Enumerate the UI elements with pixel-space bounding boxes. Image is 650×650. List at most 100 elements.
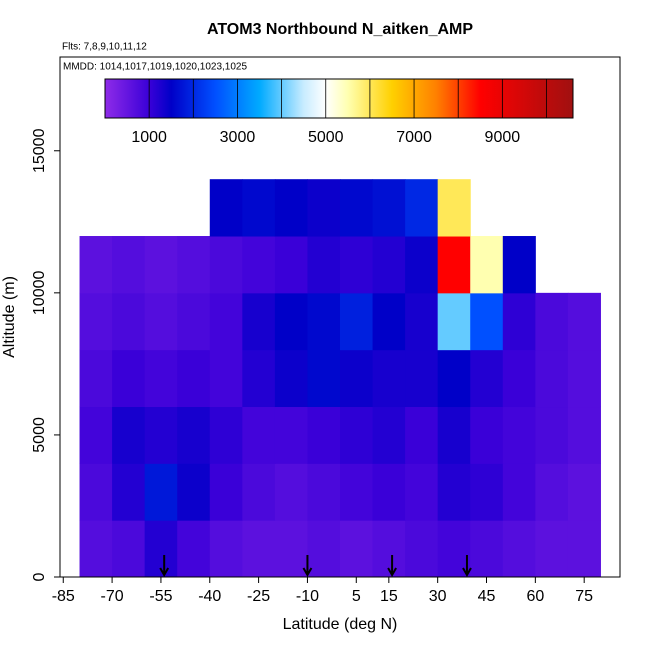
y-tick-label: 0 <box>31 572 48 581</box>
heat-cell <box>144 463 178 521</box>
heat-cell <box>437 349 471 408</box>
x-tick-label: -70 <box>101 588 124 605</box>
heat-cell <box>177 463 211 521</box>
x-tick-label: -40 <box>198 588 221 605</box>
heat-cell <box>242 406 276 464</box>
x-tick-label: -55 <box>149 588 172 605</box>
heat-cell <box>79 349 113 408</box>
heat-cell <box>307 236 341 294</box>
heat-cell <box>437 406 471 464</box>
heat-cell <box>437 520 471 578</box>
heat-cell <box>177 520 211 578</box>
x-tick-label: 75 <box>575 588 593 605</box>
heat-cell <box>567 463 601 521</box>
heat-cell <box>79 463 113 521</box>
heat-cell <box>470 292 504 351</box>
heat-cell <box>567 520 601 578</box>
colorbar-tick-label: 3000 <box>220 129 256 146</box>
heat-cell <box>209 292 243 351</box>
heat-cell <box>307 179 341 237</box>
heat-cell <box>242 236 276 294</box>
heat-cell <box>242 179 276 237</box>
heat-cell <box>274 349 308 408</box>
heat-cell <box>502 349 536 408</box>
heat-cell <box>177 236 211 294</box>
heat-cell <box>112 349 146 408</box>
heat-cell <box>405 406 439 464</box>
heat-cell <box>340 463 374 521</box>
heat-cell <box>340 179 374 237</box>
heat-cell <box>112 463 146 521</box>
heat-cell <box>372 406 406 464</box>
heat-cell <box>242 463 276 521</box>
heat-cell <box>535 349 569 408</box>
heat-cell <box>112 520 146 578</box>
marker-arrow <box>387 555 397 578</box>
heat-cell <box>470 463 504 521</box>
heat-cell <box>79 406 113 464</box>
heat-cell <box>144 349 178 408</box>
heat-cell <box>437 292 471 351</box>
heat-cell <box>209 520 243 578</box>
heat-cell <box>112 292 146 351</box>
heat-cell <box>112 236 146 294</box>
heat-cell <box>242 520 276 578</box>
heat-cell <box>307 349 341 408</box>
annotation: MMDD: 1014,1017,1019,1020,1023,1025 <box>63 62 247 73</box>
y-tick-label: 10000 <box>31 271 48 316</box>
heat-cell <box>274 406 308 464</box>
colorbar-tick-label: 7000 <box>396 129 432 146</box>
x-tick-label: -25 <box>247 588 270 605</box>
marker-arrow <box>302 555 313 578</box>
heat-cell <box>340 292 374 351</box>
heat-cell <box>209 179 243 237</box>
heat-cell <box>177 349 211 408</box>
heat-cell <box>405 520 439 578</box>
heat-cell <box>502 292 536 351</box>
colorbar-tick-label: 1000 <box>131 129 167 146</box>
heat-cell <box>470 520 504 578</box>
x-tick-label: 45 <box>478 588 496 605</box>
heat-cell <box>307 463 341 521</box>
heat-cell <box>567 349 601 408</box>
heat-cell <box>405 179 439 237</box>
x-tick-label: 60 <box>526 588 544 605</box>
heat-cell <box>437 179 471 237</box>
heat-cell <box>535 463 569 521</box>
heat-cell <box>340 520 374 578</box>
y-tick-label: 5000 <box>31 417 48 453</box>
heat-cell <box>79 292 113 351</box>
heat-cell <box>502 520 536 578</box>
heat-cell <box>209 463 243 521</box>
heat-cell <box>307 406 341 464</box>
heat-cell <box>112 406 146 464</box>
heat-cell <box>535 292 569 351</box>
heat-cell <box>437 463 471 521</box>
heat-cell <box>209 236 243 294</box>
x-tick-label: -10 <box>296 588 319 605</box>
heat-cell <box>372 236 406 294</box>
heat-cell <box>405 349 439 408</box>
heat-cell <box>502 406 536 464</box>
heat-cell <box>274 463 308 521</box>
heat-cell <box>144 406 178 464</box>
heat-cell <box>274 179 308 237</box>
marker-arrow <box>159 555 170 578</box>
heat-cell <box>144 236 178 294</box>
x-tick-label: 30 <box>429 588 447 605</box>
heat-cell <box>307 520 341 578</box>
heat-cell <box>79 520 113 578</box>
x-tick-label: -85 <box>52 588 75 605</box>
heat-cell <box>209 349 243 408</box>
heat-cell <box>567 292 601 351</box>
heat-cell <box>242 292 276 351</box>
heat-cell <box>274 520 308 578</box>
heat-cell <box>372 179 406 237</box>
heat-cell <box>502 463 536 521</box>
heat-cell <box>470 406 504 464</box>
heat-cell <box>209 406 243 464</box>
marker-arrow <box>462 555 472 578</box>
colorbar <box>104 78 574 119</box>
heat-cell <box>340 406 374 464</box>
heat-cell <box>470 236 504 294</box>
